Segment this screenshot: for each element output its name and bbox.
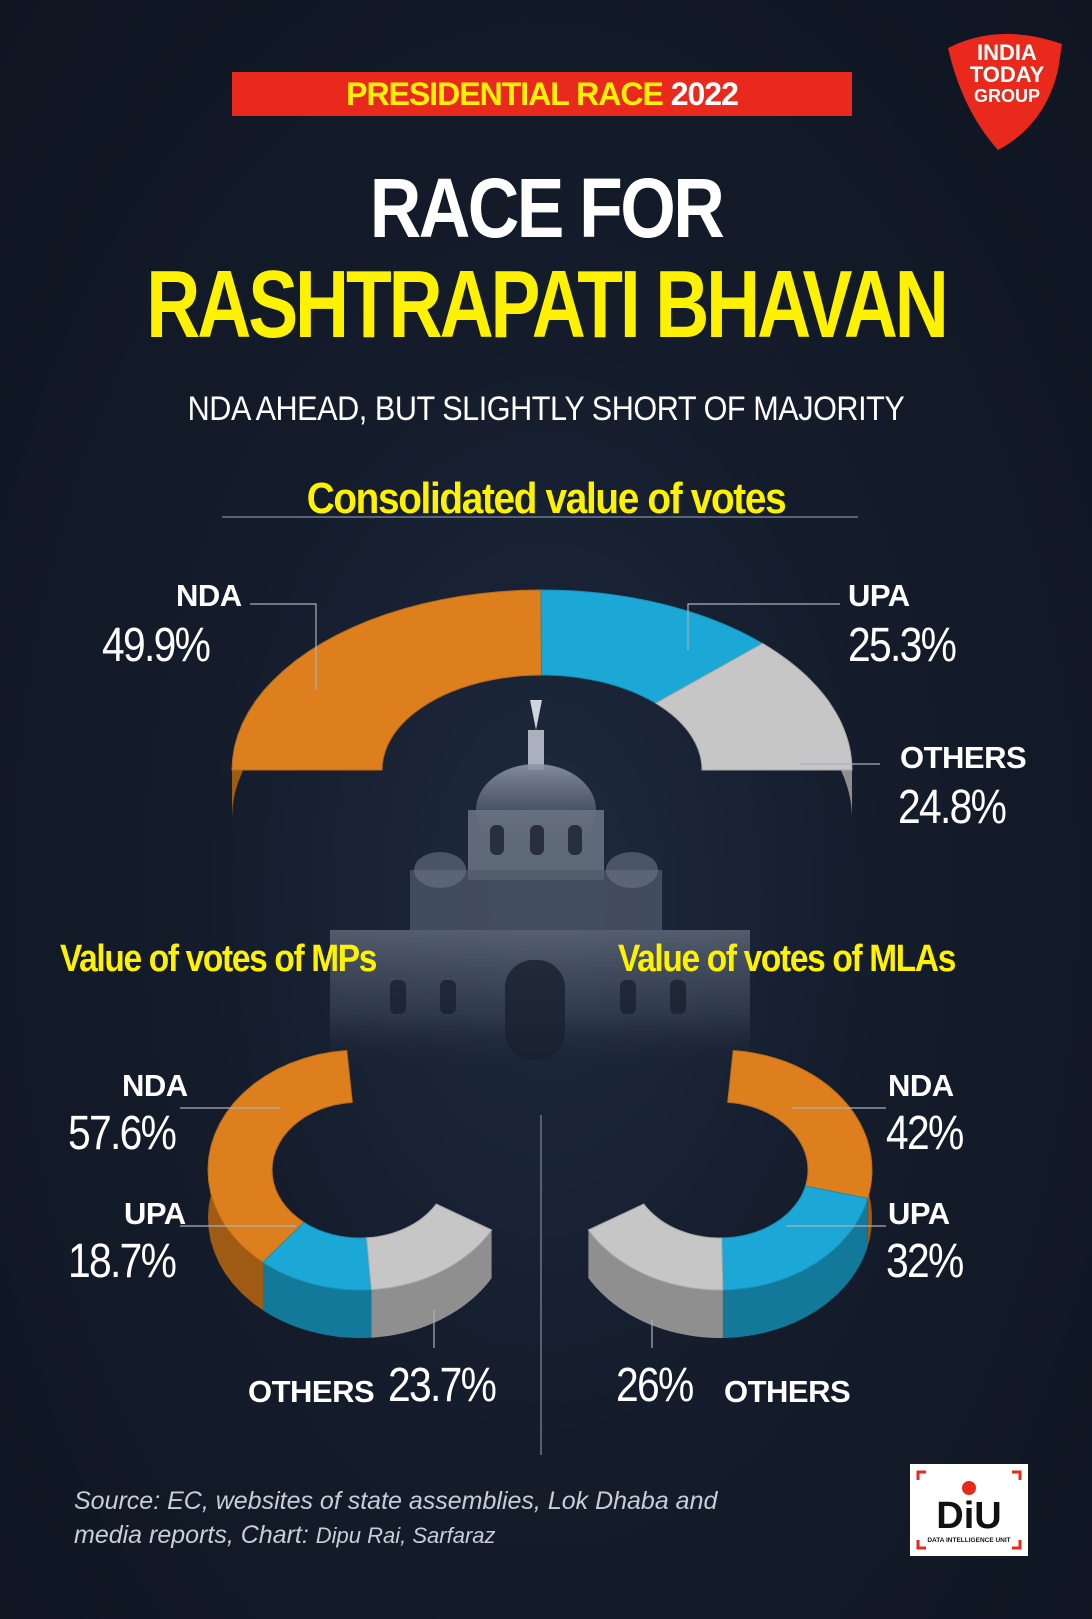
tagline-text: PRESIDENTIAL RACE <box>346 76 664 112</box>
cons-label-upa: UPA <box>848 578 910 613</box>
leader-line-1 <box>687 603 840 650</box>
source-line-1: Source: EC, websites of state assemblies… <box>74 1487 718 1515</box>
chart-mlas-slice-others <box>587 1203 724 1291</box>
title-line-1: RACE FOR <box>369 161 725 255</box>
mps-chart-title: Value of votes of MPs <box>60 938 377 980</box>
mps-label-nda: NDA <box>122 1068 188 1103</box>
cons-value-others: 24.8% <box>898 781 1007 834</box>
source-note: Source: EC, websites of state assemblies… <box>74 1484 794 1553</box>
diu-logo-subtext: DATA INTELLIGENCE UNIT <box>927 1537 1010 1544</box>
mlas-label-upa: UPA <box>888 1196 950 1231</box>
mlas-value-nda: 42% <box>886 1107 964 1160</box>
mlas-label-others: OTHERS <box>724 1374 851 1409</box>
diu-logo-text: DiU <box>936 1495 1001 1537</box>
chart-mps-side-others <box>371 1230 492 1338</box>
diu-logo: DiU DATA INTELLIGENCE UNIT <box>910 1464 1028 1556</box>
mps-value-upa: 18.7% <box>68 1235 177 1288</box>
title-line-2: RASHTRAPATI BHAVAN <box>146 251 948 358</box>
rashtrapati-bhavan-silhouette <box>330 700 750 1070</box>
mlas-value-upa: 32% <box>886 1235 964 1288</box>
chart-mlas-side-others <box>588 1230 723 1338</box>
cons-value-nda: 49.9% <box>102 619 211 672</box>
chart-mps-slice-upa <box>262 1221 372 1291</box>
header-tagline: PRESIDENTIAL RACE 2022 <box>232 72 852 116</box>
subtitle: NDA AHEAD, BUT SLIGHTLY SHORT OF MAJORIT… <box>187 390 905 428</box>
tagline-year: 2022 <box>670 76 739 112</box>
logo-line-2: TODAY <box>970 62 1045 87</box>
mlas-label-nda: NDA <box>888 1068 954 1103</box>
chart-consolidated-slice-upa <box>540 589 764 704</box>
chart-mlas-slice-upa <box>721 1185 869 1291</box>
mps-value-nda: 57.6% <box>68 1107 177 1160</box>
source-line-2: media reports, Chart: Dipu Rai, Sarfaraz <box>74 1518 794 1553</box>
logo-line-3: GROUP <box>974 86 1040 106</box>
chart-mps-side-upa <box>263 1262 372 1338</box>
leader-line-0 <box>250 603 317 690</box>
chart-mps-slice-others <box>366 1203 493 1291</box>
chart-mlas-side-upa <box>722 1198 868 1338</box>
chart-consolidated-side-upa <box>541 590 763 692</box>
mlas-value-others: 26% <box>616 1359 694 1412</box>
consolidated-chart-title: Consolidated value of votes <box>306 474 787 523</box>
mlas-chart-title: Value of votes of MLAs <box>618 938 956 980</box>
cons-label-nda: NDA <box>176 578 242 613</box>
logo-line-1: INDIA <box>977 40 1037 65</box>
source-line-2-text: media reports, Chart: <box>74 1521 309 1549</box>
india-today-logo: INDIA TODAY GROUP <box>948 33 1062 150</box>
mps-label-others: OTHERS <box>248 1374 375 1409</box>
cons-label-others: OTHERS <box>900 740 1027 775</box>
cons-value-upa: 25.3% <box>848 619 957 672</box>
mps-value-others: 23.7% <box>388 1359 497 1412</box>
source-credit: Dipu Rai, Sarfaraz <box>315 1523 496 1548</box>
title-underline <box>222 516 858 518</box>
mps-label-upa: UPA <box>124 1196 186 1231</box>
